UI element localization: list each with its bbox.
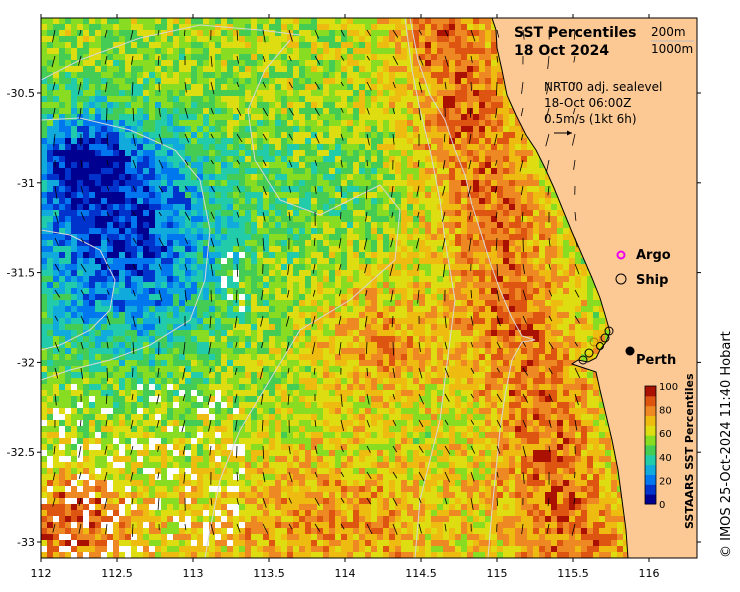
x-tick-label: 113 bbox=[183, 567, 204, 580]
colorbar-swatch bbox=[645, 454, 656, 466]
contour-deep-3 bbox=[41, 229, 116, 351]
x-tick-label: 114 bbox=[335, 567, 356, 580]
map-title: SST Percentiles bbox=[514, 25, 637, 41]
bathymetry-contours bbox=[41, 18, 536, 558]
colorbar-swatch bbox=[645, 386, 656, 397]
contour-deep-4 bbox=[41, 24, 301, 81]
x-tick-label: 116 bbox=[639, 567, 660, 580]
y-axis: -30.5 -31 -31.5 -32 -32.5 -33 bbox=[7, 87, 701, 549]
colorbar-tick-label: 100 bbox=[659, 382, 678, 393]
colorbar-tick-label: 40 bbox=[659, 453, 672, 464]
colorbar-swatch bbox=[645, 415, 656, 426]
ship-positions bbox=[578, 326, 614, 365]
contour-deep bbox=[204, 39, 401, 558]
y-tick-label: -32 bbox=[17, 356, 35, 369]
x-tick-label: 113.5 bbox=[253, 567, 285, 580]
contour-1000m bbox=[404, 18, 456, 558]
scale-arrowhead-icon bbox=[567, 130, 572, 136]
current-vectors bbox=[51, 29, 581, 537]
y-tick-label: -33 bbox=[17, 536, 35, 549]
ship-marker-icon bbox=[615, 273, 627, 285]
legend-argo: Argo bbox=[636, 248, 671, 263]
y-tick-label: -30.5 bbox=[7, 87, 35, 100]
x-axis: 112 112.5 113 113.5 114 114.5 115 115.5 116 bbox=[31, 14, 660, 580]
colorbar-swatch bbox=[645, 474, 656, 485]
x-tick-label: 112.5 bbox=[101, 567, 133, 580]
argo-marker-icon bbox=[616, 250, 626, 260]
y-tick-label: -31 bbox=[17, 177, 35, 190]
credit-text: © IMOS 25-Oct-2024 11:40 Hobart bbox=[719, 331, 734, 558]
colorbar: 100 80 60 40 20 0 bbox=[644, 382, 678, 511]
contour-label-1000m: 1000m bbox=[651, 42, 693, 56]
colorbar-swatch bbox=[645, 435, 656, 446]
perth-marker-icon bbox=[625, 346, 635, 356]
colorbar-tick-label: 60 bbox=[659, 429, 672, 440]
currents-source: NRT00 adj. sealevel bbox=[544, 80, 662, 94]
colorbar-swatch bbox=[645, 395, 656, 407]
colorbar-swatch bbox=[645, 464, 656, 475]
colorbar-label: SSTAARS SST Percentiles bbox=[683, 373, 696, 529]
colorbar-swatch bbox=[645, 445, 656, 456]
x-tick-label: 115.5 bbox=[557, 567, 589, 580]
colorbar-tick-label: 20 bbox=[659, 476, 672, 487]
contour-200m bbox=[409, 18, 536, 558]
x-tick-label: 115 bbox=[487, 567, 508, 580]
colorbar-tick-label: 0 bbox=[659, 500, 665, 511]
colorbar-swatch bbox=[645, 494, 656, 505]
place-perth: Perth bbox=[636, 353, 676, 368]
plot-frame bbox=[40, 17, 698, 559]
contour-label-200m: 200m bbox=[651, 25, 686, 39]
currents-scale: 0.5m/s (1kt 6h) bbox=[544, 112, 637, 126]
colorbar-swatch bbox=[645, 425, 656, 436]
contour-deep-2 bbox=[41, 117, 211, 381]
colorbar-swatch bbox=[645, 405, 656, 416]
x-tick-label: 114.5 bbox=[405, 567, 437, 580]
map-date: 18 Oct 2024 bbox=[514, 43, 609, 59]
currents-time: 18-Oct 06:00Z bbox=[544, 96, 631, 110]
colorbar-tick-label: 80 bbox=[659, 406, 672, 417]
colorbar-swatch bbox=[645, 484, 656, 495]
legend-ship: Ship bbox=[636, 273, 668, 288]
x-tick-label: 112 bbox=[31, 567, 52, 580]
y-tick-label: -31.5 bbox=[7, 267, 35, 280]
y-tick-label: -32.5 bbox=[7, 446, 35, 459]
